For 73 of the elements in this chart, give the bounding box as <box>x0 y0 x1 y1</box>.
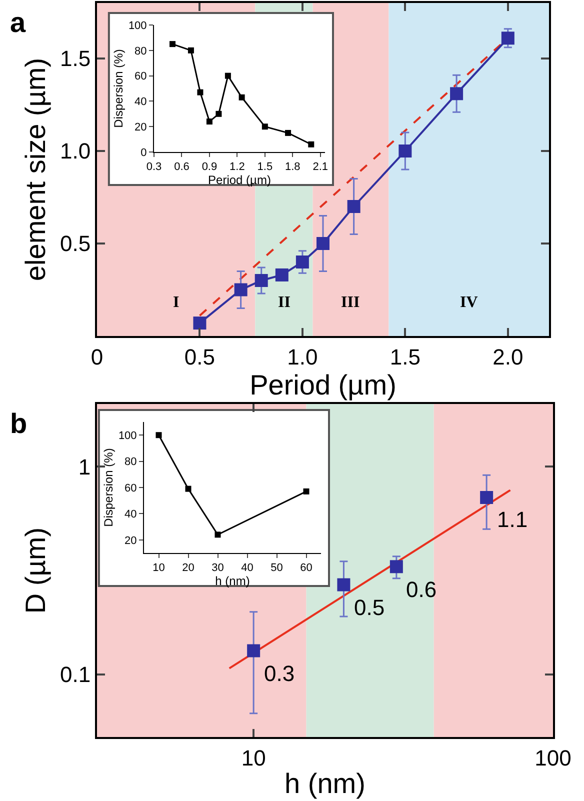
point <box>398 144 412 158</box>
y-tick-label: 40 <box>124 508 137 521</box>
y-tick-label: 0 <box>140 146 147 159</box>
point <box>169 41 176 48</box>
point <box>285 130 292 136</box>
y-tick-label: 80 <box>124 456 137 468</box>
point <box>450 87 464 100</box>
y-axis-title: D (µm) <box>20 527 52 614</box>
y-axis-title: Dispersion (%) <box>102 448 116 527</box>
y-tick-label: 1 <box>78 454 91 480</box>
y-axis-title: Dispersion (%) <box>112 49 126 128</box>
x-tick-label: 2.0 <box>492 344 524 370</box>
x-tick-label: 10 <box>152 562 165 574</box>
point <box>303 488 310 494</box>
x-axis-title: h (nm) <box>215 574 250 588</box>
point <box>156 432 162 438</box>
y-tick-label: 20 <box>134 121 147 134</box>
x-tick-label: 0.6 <box>174 161 190 174</box>
y-tick-label: 60 <box>134 70 147 83</box>
x-tick-label: 0.3 <box>146 161 162 174</box>
x-tick-label: 1.8 <box>285 161 300 174</box>
point <box>197 89 204 96</box>
x-tick-label: 40 <box>241 562 254 574</box>
x-tick-label: 2.1 <box>312 161 328 174</box>
x-tick-label: 0.5 <box>184 344 216 370</box>
x-axis-title: Period (µm) <box>250 369 396 400</box>
x-tick-label: 20 <box>182 562 194 574</box>
point <box>216 110 222 117</box>
x-tick-label: 30 <box>212 562 224 574</box>
annotation: 0.5 <box>354 595 385 620</box>
chart-title: a <box>10 7 26 38</box>
x-tick-label: 0.9 <box>202 161 218 174</box>
point <box>308 141 314 148</box>
x-tick-label: 1.0 <box>287 344 318 370</box>
point <box>501 32 514 45</box>
x-tick-label: 1.5 <box>257 161 273 174</box>
annotation: 1.1 <box>497 507 528 532</box>
point <box>316 237 330 250</box>
y-tick-label: 20 <box>124 534 137 547</box>
point <box>347 200 360 213</box>
band-label: III <box>341 294 360 311</box>
x-tick-label: 50 <box>270 562 283 574</box>
x-tick-label: 1.5 <box>390 344 420 370</box>
annotation: 0.3 <box>264 661 295 686</box>
point <box>296 256 309 268</box>
point <box>254 274 268 287</box>
y-tick-label: 100 <box>118 430 137 442</box>
y-tick-label: 60 <box>124 482 137 494</box>
y-axis-title: element size (µm) <box>20 58 52 282</box>
y-tick-label: 0.1 <box>60 662 91 688</box>
y-tick-label: 40 <box>134 96 147 108</box>
x-axis-title: Period (µm) <box>208 173 271 188</box>
band-label: II <box>278 294 290 311</box>
y-tick-label: 100 <box>128 20 147 32</box>
point <box>234 283 248 296</box>
band-label: I <box>173 294 180 311</box>
chart-title: b <box>10 408 28 439</box>
point <box>206 118 212 125</box>
point <box>262 124 268 130</box>
x-tick-label: 10 <box>241 745 266 770</box>
x-tick-label: 1.2 <box>230 161 245 174</box>
point <box>214 532 221 538</box>
y-tick-label: 0.5 <box>60 231 91 256</box>
y-tick-label: 1.5 <box>60 46 91 72</box>
point <box>224 72 231 79</box>
band-label: IV <box>460 294 478 311</box>
point <box>238 94 245 100</box>
point <box>185 486 192 492</box>
point <box>193 316 206 330</box>
x-tick-label: 60 <box>300 562 312 574</box>
point <box>188 47 194 54</box>
x-axis-title: h (nm) <box>284 768 366 799</box>
y-tick-label: 80 <box>134 45 147 58</box>
